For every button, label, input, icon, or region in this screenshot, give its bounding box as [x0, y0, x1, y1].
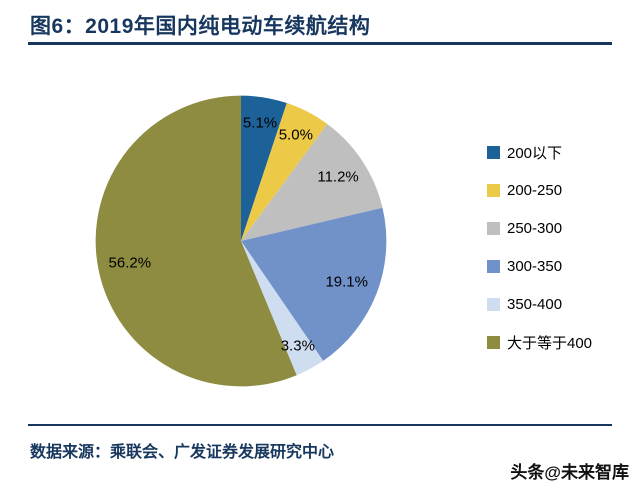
- pie-svg: [95, 95, 387, 387]
- pie-slice-2: [241, 124, 383, 241]
- legend-item-0: 200以下: [487, 145, 592, 162]
- legend-label: 200-250: [507, 182, 563, 199]
- watermark: 头条@未来智库: [510, 463, 629, 482]
- pie-data-label: 5.1%: [242, 114, 278, 132]
- legend-item-4: 350-400: [487, 296, 592, 313]
- pie-data-label: 11.2%: [317, 168, 359, 186]
- pie-data-label: 56.2%: [108, 254, 152, 272]
- pie-data-label: 19.1%: [325, 273, 368, 291]
- title-underline: [28, 42, 612, 45]
- legend-swatch: [487, 222, 500, 235]
- legend-swatch: [487, 336, 500, 349]
- legend-item-1: 200-250: [487, 182, 592, 199]
- legend-swatch: [487, 298, 500, 311]
- legend-swatch: [487, 260, 500, 273]
- legend-item-2: 250-300: [487, 220, 592, 237]
- legend-label: 250-300: [507, 220, 563, 237]
- pie-slice-0: [241, 95, 287, 242]
- legend-label: 350-400: [507, 296, 563, 313]
- pie-slice-4: [241, 241, 324, 376]
- legend-swatch: [487, 184, 500, 197]
- pie-area: 5.1% 5.0% 11.2% 19.1% 3.3% 56.2%: [88, 88, 394, 394]
- footer-rule: [28, 424, 612, 426]
- legend-item-3: 300-350: [487, 258, 592, 275]
- legend-label: 200以下: [507, 145, 563, 162]
- legend-label: 300-350: [507, 258, 563, 275]
- pie-data-label: 5.0%: [278, 126, 313, 144]
- legend: 200以下 200-250 250-300 300-350 350-400 大于…: [487, 145, 593, 352]
- figure-title: 图6：2019年国内纯电动车续航结构: [30, 15, 371, 38]
- source-note: 数据来源：乘联会、广发证券发展研究中心: [30, 444, 335, 461]
- pie-slice-5: [95, 95, 297, 387]
- pie-data-label: 3.3%: [280, 337, 315, 355]
- legend-item-5: 大于等于400: [487, 335, 593, 352]
- legend-label: 大于等于400: [507, 335, 593, 352]
- pie-slice-3: [241, 207, 387, 361]
- pie-slice-1: [241, 103, 328, 241]
- legend-swatch: [487, 146, 500, 159]
